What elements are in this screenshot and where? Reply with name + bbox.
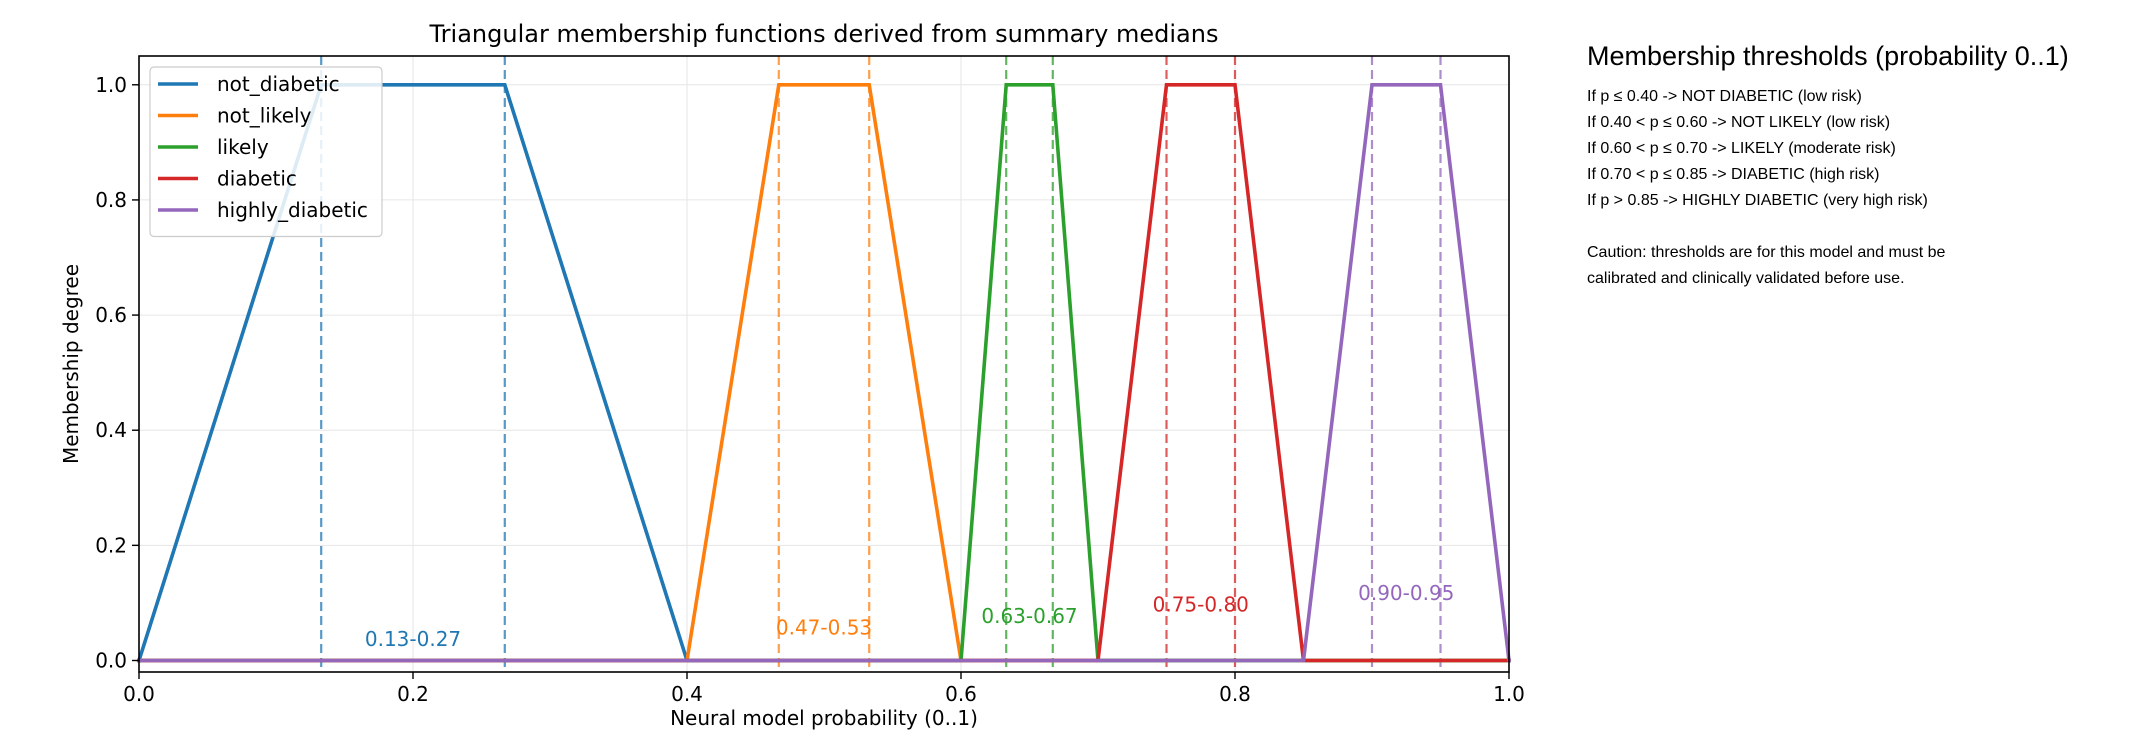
thresholds-title: Membership thresholds (probability 0..1) <box>1587 41 2069 71</box>
y-tick-label-5: 1.0 <box>95 73 127 97</box>
legend-label-diabetic: diabetic <box>217 167 297 191</box>
legend-label-highly_diabetic: highly_diabetic <box>217 198 368 222</box>
rule-line-5: If p > 0.85 -> HIGHLY DIABETIC (very hig… <box>1587 192 1928 209</box>
chart-title: Triangular membership functions derived … <box>429 20 1219 48</box>
x-tick-label-3: 0.6 <box>945 682 977 706</box>
band-label-not_diabetic: 0.13-0.27 <box>365 627 461 651</box>
rule-line-3: If 0.60 < p ≤ 0.70 -> LIKELY (moderate r… <box>1587 140 1896 157</box>
band-label-highly_diabetic: 0.90-0.95 <box>1358 581 1454 605</box>
legend-box <box>149 66 383 238</box>
legend-label-not_diabetic: not_diabetic <box>217 72 340 96</box>
series-line-highly_diabetic <box>137 82 1512 663</box>
x-tick-label-2: 0.4 <box>671 682 703 706</box>
y-tick-label-1: 0.2 <box>95 533 127 557</box>
y-tick-label-0: 0.0 <box>95 648 127 672</box>
legend-label-not_likely: not_likely <box>217 104 312 128</box>
rule-line-1: If p ≤ 0.40 -> NOT DIABETIC (low risk) <box>1587 88 1862 105</box>
x-tick-label-0: 0.0 <box>123 682 155 706</box>
caution-line-1: Caution: thresholds are for this model a… <box>1587 244 1946 261</box>
band-label-not_likely: 0.47-0.53 <box>776 616 872 640</box>
y-tick-label-4: 0.8 <box>95 188 127 212</box>
x-tick-label-5: 1.0 <box>1493 682 1525 706</box>
x-tick-label-4: 0.8 <box>1219 682 1251 706</box>
rule-line-2: If 0.40 < p ≤ 0.60 -> NOT LIKELY (low ri… <box>1587 114 1891 131</box>
axes-frame <box>138 55 1510 673</box>
band-label-diabetic: 0.75-0.80 <box>1153 593 1249 617</box>
x-tick-label-1: 0.2 <box>397 682 429 706</box>
legend-label-likely: likely <box>217 135 269 159</box>
rule-line-4: If 0.70 < p ≤ 0.85 -> DIABETIC (high ris… <box>1587 166 1880 183</box>
thresholds-panel: Membership thresholds (probability 0..1)… <box>1587 38 2127 292</box>
x-axis-label: Neural model probability (0..1) <box>670 706 978 730</box>
y-tick-label-2: 0.4 <box>95 418 127 442</box>
caution-line-2: calibrated and clinically validated befo… <box>1587 270 1905 287</box>
caution-note: Caution: thresholds are for this model a… <box>1587 240 2127 292</box>
band-label-likely: 0.63-0.67 <box>981 604 1077 628</box>
y-tick-label-3: 0.6 <box>95 303 127 327</box>
y-axis-label: Membership degree <box>59 264 83 464</box>
